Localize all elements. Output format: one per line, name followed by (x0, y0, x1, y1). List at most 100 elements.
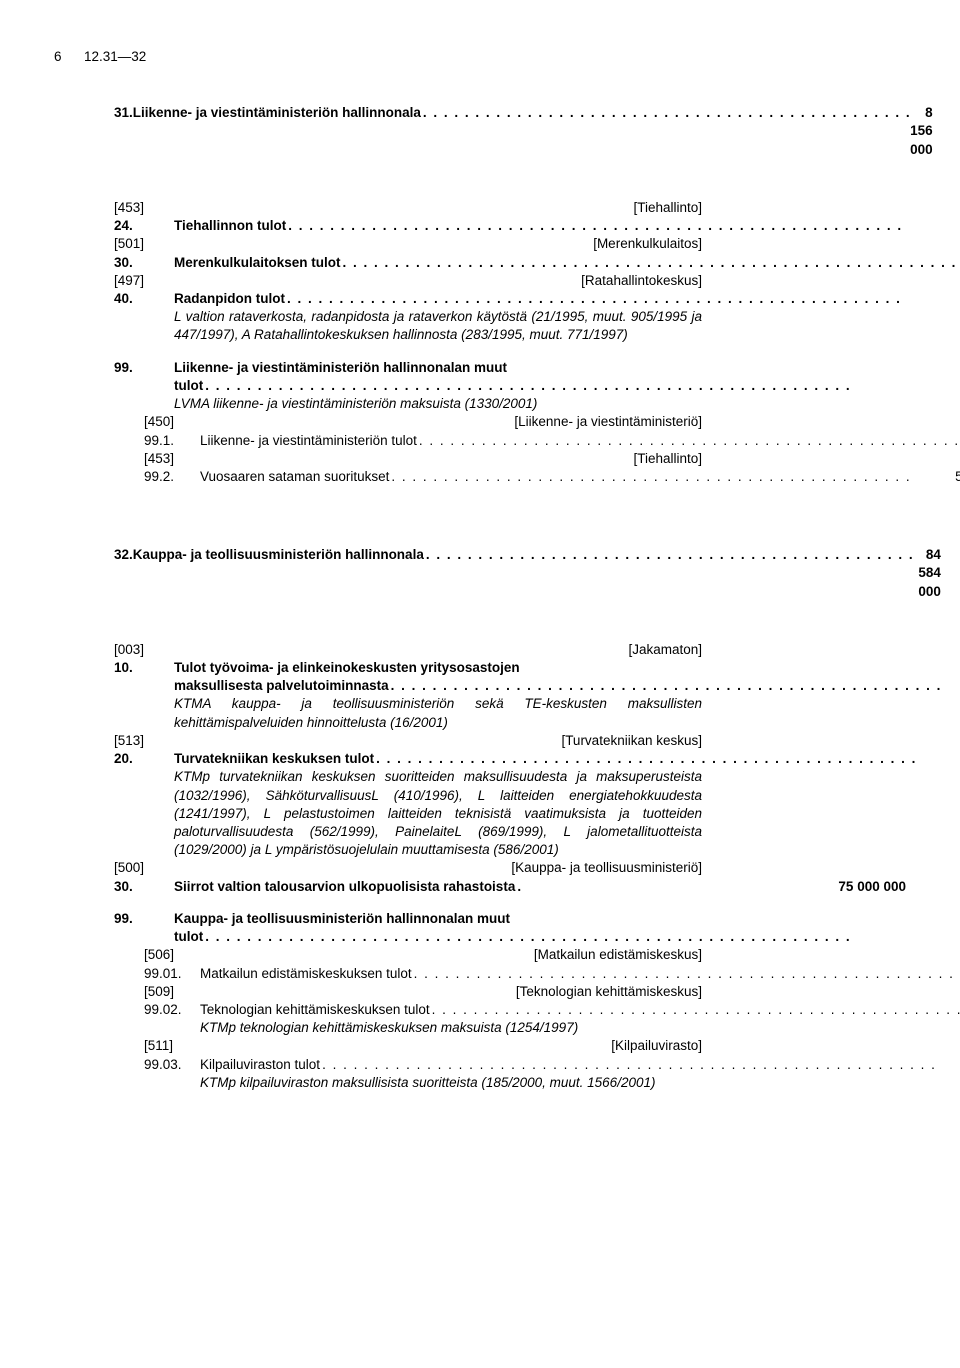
bracket-row-511: [511] [Kilpailuvirasto] (54, 1037, 906, 1055)
page-header: 6 12.31—32 (54, 48, 906, 66)
bracket-code: [497] (54, 272, 174, 290)
leader-dots: . . . . . . . . . . . . . . . . . . . . … (286, 217, 903, 235)
line-amount: 5 500 000 (923, 468, 960, 486)
bracket-code: [453] (54, 199, 174, 217)
line-label: Kilpailuviraston tulot (200, 1056, 320, 1074)
leader-dots: . (515, 878, 702, 896)
leader-dots: . . . . . . . . . . . . . . . . . . . . … (417, 432, 960, 450)
line-amount: 5 860 000 (953, 928, 960, 946)
line-20-desc: KTMp turvatekniikan keskuksen suoritteid… (54, 768, 906, 859)
line-label-part2: tulot (174, 928, 203, 946)
bracket-row-453: [453] [Tiehallinto] (54, 199, 906, 217)
bracket-row-500: [500] [Kauppa- ja teollisuusministeriö] (54, 859, 906, 877)
bracket-code: [501] (54, 235, 174, 253)
line-label: Vuosaaren sataman suoritukset (200, 468, 389, 486)
bracket-code: [003] (54, 641, 174, 659)
bracket-label: [Merenkulkulaitos] (174, 235, 710, 253)
line-10: 10. Tulot työvoima- ja elinkeinokeskuste… (54, 659, 906, 677)
line-number: 10. (54, 659, 174, 677)
leader-dots: . . . . . . . . . . . . . . . . . . . . … (374, 750, 918, 768)
section-32-title: 32. Kauppa- ja teollisuusministeriön hal… (54, 546, 906, 601)
bracket-code: [453] (54, 450, 200, 468)
bracket-label: [Tiehallinto] (200, 450, 710, 468)
line-label: Turvatekniikan keskuksen tulot (174, 750, 374, 768)
leader-dots: . . . . . . . . . . . . . . . . . . . . … (389, 677, 947, 695)
line-99-02-desc: KTMp teknologian kehittämiskeskuksen mak… (54, 1019, 906, 1037)
line-10-cont: maksullisesta palvelutoiminnasta . . . .… (54, 677, 906, 695)
bracket-label: [Kilpailuvirasto] (200, 1037, 710, 1055)
leader-dots: . . . . . . . . . . . . . . . . . . . . … (203, 928, 853, 946)
line-label-part1: Tulot työvoima- ja elinkeinokeskusten yr… (174, 660, 520, 675)
line-99-b-cont: tulot . . . . . . . . . . . . . . . . . … (54, 928, 906, 946)
line-number: 99.2. (54, 468, 200, 486)
line-label: Siirrot valtion talousarvion ulkopuolisi… (174, 878, 515, 896)
bracket-row-509: [509] [Teknologian kehittämiskeskus] (54, 983, 906, 1001)
bracket-label: [Tiehallinto] (174, 199, 710, 217)
line-99a-desc: LVMA liikenne- ja viestintäministeriön m… (54, 395, 906, 413)
line-99-01: 99.01. Matkailun edistämiskeskuksen tulo… (54, 965, 906, 983)
bracket-row-450: [450] [Liikenne- ja viestintäministeriö] (54, 413, 906, 431)
bracket-row-506: [506] [Matkailun edistämiskeskus] (54, 946, 906, 964)
bracket-row-497: [497] [Ratahallintokeskus] (54, 272, 906, 290)
line-label: Matkailun edistämiskeskuksen tulot (200, 965, 412, 983)
line-label-cont: tulot (174, 377, 203, 395)
line-10-desc: KTMA kauppa- ja teollisuusministeriön se… (54, 695, 906, 731)
leader-dots: . . . . . . . . . . . . . . . . . . . . … (285, 290, 902, 308)
section-number: 32. (54, 546, 133, 601)
line-99-03: 99.03. Kilpailuviraston tulot . . . . . … (54, 1056, 906, 1074)
line-label-part2: maksullisesta palvelutoiminnasta (174, 677, 389, 695)
line-99-03-desc: KTMp kilpailuviraston maksullisista suor… (54, 1074, 906, 1092)
bracket-label: [Matkailun edistämiskeskus] (200, 946, 710, 964)
bracket-label: [Jakamaton] (174, 641, 710, 659)
line-30: 30. Merenkulkulaitoksen tulot . . . . . … (54, 254, 906, 272)
leader-dots: . . . . . . . . . . . . . . . . . . . . … (203, 377, 853, 395)
bracket-row-513: [513] [Turvatekniikan keskus] (54, 732, 906, 750)
leader-dots: . . . . . . . . . . . . . . . . . . . . … (320, 1056, 941, 1074)
line-label: Tiehallinnon tulot (174, 217, 286, 235)
bracket-label: [Teknologian kehittämiskeskus] (200, 983, 710, 1001)
bracket-row-453b: [453] [Tiehallinto] (54, 450, 906, 468)
section-amount: 8 156 000 (910, 104, 933, 159)
line-number: 99. (54, 359, 174, 377)
line-number: 99.03. (54, 1056, 200, 1074)
line-99-b: 99. Kauppa- ja teollisuusministeriön hal… (54, 910, 906, 928)
line-number: 99.02. (54, 1001, 200, 1019)
bracket-label: [Kauppa- ja teollisuusministeriö] (174, 859, 710, 877)
line-20: 20. Turvatekniikan keskuksen tulot . . .… (54, 750, 906, 768)
line-99-1: 99.1. Liikenne- ja viestintäministeriön … (54, 432, 906, 450)
line-number: 40. (54, 290, 174, 308)
line-99-a-cont: tulot . . . . . . . . . . . . . . . . . … (54, 377, 906, 395)
line-amount: 5 550 000 (953, 377, 960, 395)
line-label: Merenkulkulaitoksen tulot (174, 254, 341, 272)
header-code: 12.31—32 (84, 48, 146, 66)
bracket-label: [Liikenne- ja viestintäministeriö] (200, 413, 710, 431)
line-amount: 75 000 000 (802, 878, 906, 896)
leader-dots: . . . . . . . . . . . . . . . . . . . . … (412, 965, 960, 983)
line-99-2: 99.2. Vuosaaren sataman suoritukset . . … (54, 468, 906, 486)
leader-dots: . . . . . . . . . . . . . . . . . . . . … (430, 1001, 960, 1019)
line-number: 99.1. (54, 432, 200, 450)
bracket-code: [509] (54, 983, 200, 1001)
leader-dots: . . . . . . . . . . . . . . . . . . . . … (389, 468, 915, 486)
line-30b: 30. Siirrot valtion talousarvion ulkopuo… (54, 878, 906, 896)
line-label: Liikenne- ja viestintäministeriön hallin… (174, 359, 507, 377)
line-number: 99.01. (54, 965, 200, 983)
line-99-a: 99. Liikenne- ja viestintäministeriön ha… (54, 359, 906, 377)
line-24: 24. Tiehallinnon tulot . . . . . . . . .… (54, 217, 906, 235)
leader-dots: . . . . . . . . . . . . . . . . . . . . … (424, 546, 919, 564)
line-amount: 41 000 (949, 1056, 960, 1074)
line-label: Teknologian kehittämiskeskuksen tulot (200, 1001, 430, 1019)
line-number: 99. (54, 910, 174, 928)
bracket-code: [500] (54, 859, 174, 877)
leader-dots: . . . . . . . . . . . . . . . . . . . . … (421, 104, 910, 122)
section-amount: 84 584 000 (918, 546, 941, 601)
line-label-part1: Kauppa- ja teollisuusministeriön hallinn… (174, 911, 510, 926)
bracket-label: [Turvatekniikan keskus] (174, 732, 710, 750)
bracket-code: [513] (54, 732, 174, 750)
line-number: 20. (54, 750, 174, 768)
line-label: Liikenne- ja viestintäministeriön tulot (200, 432, 417, 450)
bracket-row-501: [501] [Merenkulkulaitos] (54, 235, 906, 253)
section-31-title: 31. Liikenne- ja viestintäministeriön ha… (54, 104, 906, 159)
line-40-desc: L valtion rataverkosta, radanpidosta ja … (54, 308, 906, 344)
line-number: 30. (54, 878, 174, 896)
